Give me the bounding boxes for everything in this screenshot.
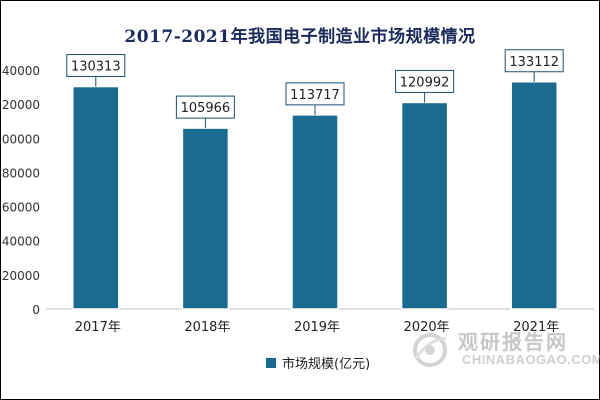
bar: [181, 127, 230, 310]
x-tick-label: 2019年: [294, 320, 340, 335]
chart-title: 2017-2021年我国电子制造业市场规模情况: [124, 27, 476, 47]
x-tick-label: 2017年: [75, 320, 121, 335]
data-label: 133112: [509, 55, 559, 70]
y-tick-label: 100000: [0, 132, 40, 146]
watermark-name-en: CHINABAOGAO.COM: [462, 352, 600, 367]
y-tick-label: 80000: [2, 166, 40, 180]
data-label: 120992: [400, 75, 450, 90]
bar: [400, 101, 449, 310]
bar: [291, 114, 339, 310]
legend-label: 市场规模(亿元): [282, 357, 371, 372]
data-label: 105966: [181, 101, 231, 116]
y-tick-label: 40000: [2, 235, 40, 249]
legend: 市场规模(亿元): [266, 353, 370, 372]
bar: [510, 81, 558, 310]
y-tick-label: 120000: [0, 98, 40, 112]
bar: [72, 85, 120, 310]
x-tick-label: 2021年: [513, 320, 559, 335]
x-tick-label: 2020年: [404, 320, 450, 335]
y-tick-label: 140000: [0, 64, 40, 78]
legend-swatch: [266, 357, 276, 368]
x-tick-label: 2018年: [184, 320, 230, 335]
watermark: 观研报告网 CHINABAOGAO.COM: [410, 326, 600, 370]
watermark-name-cn: 观研报告网: [458, 330, 568, 354]
y-tick-label: 60000: [2, 201, 40, 215]
data-label: 130313: [71, 60, 121, 75]
watermark-logo-icon: [413, 333, 447, 367]
y-tick-label: 20000: [2, 269, 40, 283]
y-tick-label: 0: [32, 303, 40, 317]
data-label: 113717: [290, 88, 340, 103]
